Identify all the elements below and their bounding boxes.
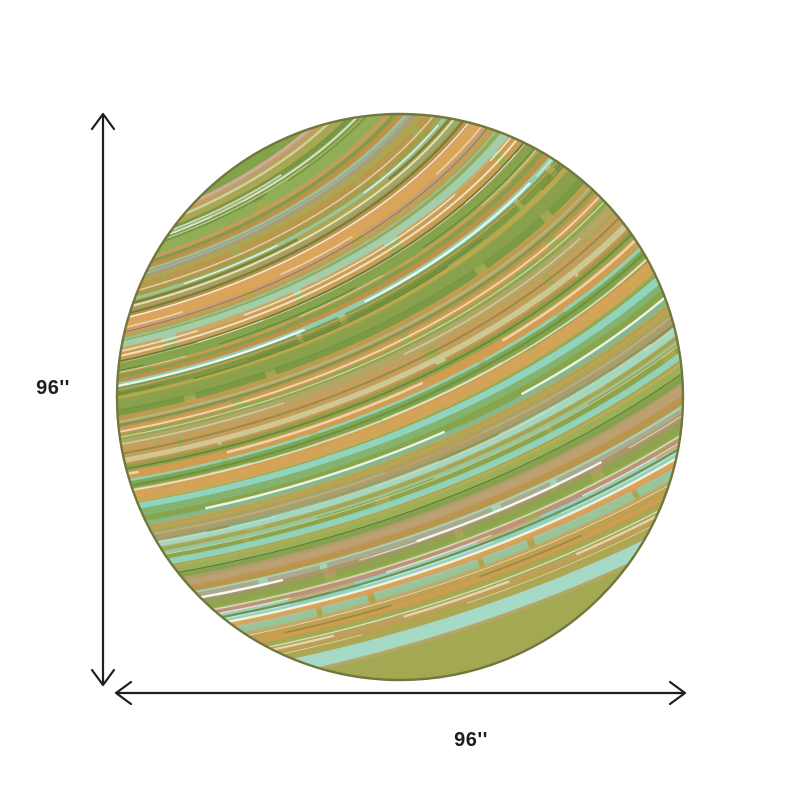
rug-image	[115, 112, 685, 682]
arrowhead-up-icon	[90, 112, 116, 131]
arrowhead-left-icon	[114, 680, 133, 706]
arrowhead-down-icon	[90, 668, 116, 687]
height-dimension-arrow	[90, 112, 116, 687]
height-dimension-label: 96''	[36, 377, 70, 399]
rug-edge	[115, 112, 685, 682]
arrowhead-right-icon	[668, 680, 687, 706]
rug-stripes	[117, 114, 683, 680]
width-dimension-arrow	[114, 680, 687, 706]
width-dimension-label: 96''	[454, 729, 488, 751]
